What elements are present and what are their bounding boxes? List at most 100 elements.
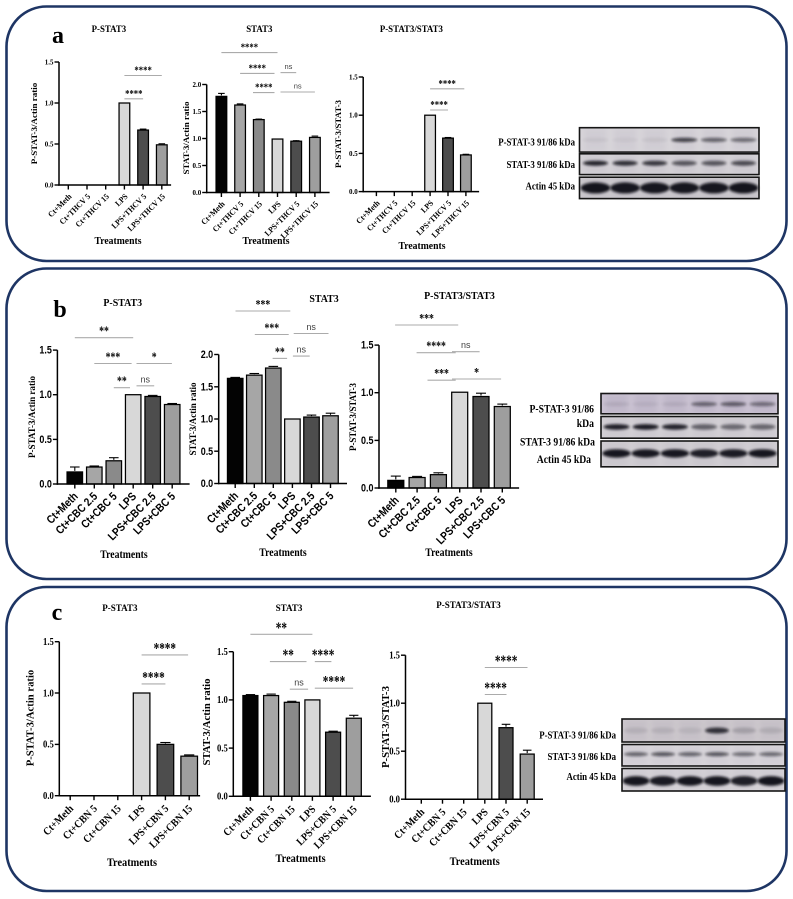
- svg-text:Treatments: Treatments: [450, 854, 500, 868]
- svg-text:**: **: [283, 647, 294, 664]
- svg-text:P-STAT3/STAT3: P-STAT3/STAT3: [380, 25, 443, 35]
- svg-text:0.0: 0.0: [217, 792, 228, 803]
- svg-text:****: ****: [495, 653, 517, 670]
- svg-text:b: b: [53, 297, 66, 323]
- svg-text:****: ****: [241, 42, 259, 54]
- svg-text:1.5: 1.5: [201, 381, 214, 393]
- svg-text:ns: ns: [306, 322, 316, 332]
- svg-text:ns: ns: [284, 62, 292, 71]
- svg-text:STAT3: STAT3: [246, 25, 273, 35]
- svg-text:1.0: 1.0: [201, 414, 214, 426]
- svg-text:1.5: 1.5: [45, 58, 54, 67]
- svg-text:1.0: 1.0: [39, 389, 52, 401]
- svg-text:Treatments: Treatments: [276, 851, 326, 865]
- svg-text:ns: ns: [294, 82, 302, 91]
- svg-text:**: **: [117, 374, 127, 388]
- svg-text:0.0: 0.0: [193, 188, 202, 197]
- svg-text:2.0: 2.0: [193, 80, 202, 89]
- svg-text:****: ****: [134, 65, 152, 77]
- svg-text:ns: ns: [141, 374, 151, 384]
- svg-text:0.0: 0.0: [45, 181, 54, 190]
- svg-text:P-STAT3/STAT3: P-STAT3/STAT3: [424, 290, 495, 302]
- svg-text:ns: ns: [461, 340, 471, 350]
- svg-text:P-STAT3/STAT3: P-STAT3/STAT3: [436, 601, 501, 611]
- svg-text:0.5: 0.5: [43, 740, 54, 751]
- svg-text:0.0: 0.0: [389, 795, 400, 806]
- svg-text:**: **: [99, 324, 109, 338]
- svg-text:1.0: 1.0: [389, 699, 400, 710]
- svg-text:1.5: 1.5: [193, 107, 202, 116]
- svg-text:STAT-3 91/86 kDa: STAT-3 91/86 kDa: [548, 752, 617, 763]
- svg-text:STAT-3/Actin ratio: STAT-3/Actin ratio: [202, 679, 213, 766]
- svg-text:**: **: [275, 345, 285, 359]
- svg-text:****: ****: [430, 99, 448, 111]
- svg-text:P-STAT-3/STAT-3: P-STAT-3/STAT-3: [333, 99, 343, 168]
- svg-text:0.5: 0.5: [217, 743, 228, 754]
- svg-text:****: ****: [439, 78, 457, 90]
- svg-text:*: *: [474, 366, 479, 380]
- svg-text:****: ****: [249, 62, 267, 74]
- svg-text:***: ***: [256, 298, 271, 312]
- svg-text:P-STAT-3/STAT-3: P-STAT-3/STAT-3: [381, 686, 392, 768]
- svg-text:0.5: 0.5: [201, 446, 214, 458]
- svg-text:1.5: 1.5: [43, 637, 54, 648]
- svg-text:P-STAT-3/Actin ratio: P-STAT-3/Actin ratio: [26, 670, 37, 767]
- svg-text:Treatments: Treatments: [95, 235, 143, 247]
- svg-text:1.5: 1.5: [389, 651, 400, 662]
- svg-text:Treatments: Treatments: [425, 547, 473, 559]
- svg-text:STAT3: STAT3: [309, 293, 339, 305]
- svg-text:Actin 45 kDa: Actin 45 kDa: [567, 772, 617, 783]
- svg-text:***: ***: [419, 312, 434, 326]
- svg-text:Treatments: Treatments: [259, 547, 307, 559]
- svg-text:P-STAT-3 91/86 kDa: P-STAT-3 91/86 kDa: [498, 138, 575, 149]
- svg-text:STAT-3 91/86 kDa: STAT-3 91/86 kDa: [520, 437, 595, 449]
- svg-text:1.5: 1.5: [39, 345, 52, 357]
- svg-text:****: ****: [312, 647, 334, 664]
- svg-text:***: ***: [265, 321, 280, 335]
- svg-text:1.5: 1.5: [217, 647, 228, 658]
- svg-text:STAT3: STAT3: [276, 604, 303, 614]
- svg-text:0.5: 0.5: [39, 434, 52, 446]
- svg-text:***: ***: [434, 367, 449, 381]
- svg-text:STAT-3/Actin ratio: STAT-3/Actin ratio: [188, 382, 198, 455]
- svg-text:0.5: 0.5: [349, 149, 358, 158]
- svg-text:P-STAT-3/Actin ratio: P-STAT-3/Actin ratio: [29, 82, 39, 164]
- svg-text:*: *: [152, 350, 157, 364]
- svg-text:****: ****: [255, 82, 273, 94]
- svg-text:0.0: 0.0: [349, 187, 358, 196]
- svg-text:P-STAT3: P-STAT3: [102, 604, 138, 614]
- svg-text:ns: ns: [297, 345, 307, 355]
- svg-text:2.0: 2.0: [201, 349, 214, 361]
- svg-text:0.5: 0.5: [45, 140, 54, 149]
- svg-text:Actin 45 kDa: Actin 45 kDa: [537, 454, 591, 466]
- svg-text:1.0: 1.0: [349, 111, 358, 120]
- svg-text:****: ****: [426, 339, 446, 353]
- svg-text:****: ****: [125, 88, 143, 100]
- svg-text:0.0: 0.0: [39, 479, 52, 491]
- svg-text:****: ****: [142, 669, 164, 686]
- svg-text:P-STAT3: P-STAT3: [103, 297, 142, 309]
- svg-text:P-STAT-3/Actin ratio: P-STAT-3/Actin ratio: [27, 376, 37, 458]
- svg-text:0.0: 0.0: [361, 483, 374, 495]
- svg-text:1.0: 1.0: [45, 99, 54, 108]
- svg-text:1.5: 1.5: [361, 340, 374, 352]
- svg-text:Actin 45 kDa: Actin 45 kDa: [526, 182, 576, 193]
- svg-text:ns: ns: [294, 678, 304, 688]
- svg-text:****: ****: [154, 640, 176, 657]
- svg-text:1.0: 1.0: [43, 688, 54, 699]
- svg-text:***: ***: [106, 350, 121, 364]
- svg-text:**: **: [276, 620, 287, 637]
- svg-text:0.0: 0.0: [43, 791, 54, 802]
- svg-text:STAT-3 91/86 kDa: STAT-3 91/86 kDa: [507, 160, 576, 171]
- svg-text:1.5: 1.5: [349, 73, 358, 82]
- svg-text:P-STAT-3 91/86 kDa: P-STAT-3 91/86 kDa: [539, 731, 616, 742]
- svg-text:P-STAT3: P-STAT3: [92, 25, 127, 35]
- svg-text:0.5: 0.5: [389, 747, 400, 758]
- svg-text:Treatments: Treatments: [100, 549, 148, 561]
- svg-text:a: a: [52, 23, 64, 49]
- svg-text:0.5: 0.5: [193, 161, 202, 170]
- svg-text:1.0: 1.0: [217, 695, 228, 706]
- svg-text:P-STAT-3 91/86: P-STAT-3 91/86: [530, 404, 595, 416]
- svg-text:Treatments: Treatments: [399, 240, 447, 252]
- svg-text:Treatments: Treatments: [107, 855, 157, 869]
